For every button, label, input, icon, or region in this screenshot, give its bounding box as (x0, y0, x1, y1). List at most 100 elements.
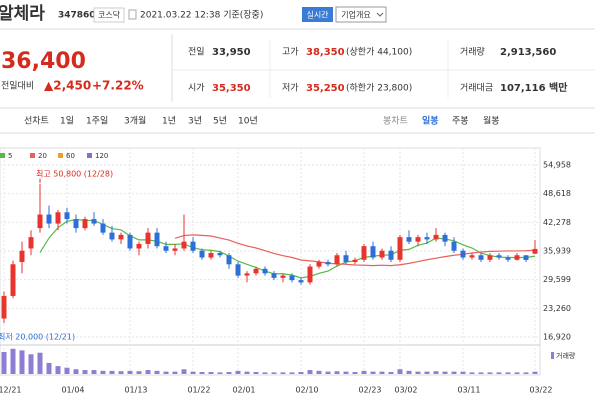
candle-body (307, 266, 313, 283)
volume-bar (136, 371, 142, 374)
x-tick-label: 01/13 (124, 386, 147, 395)
candle-body (316, 262, 322, 267)
chart-frame (0, 147, 541, 376)
volume-bar (442, 371, 448, 374)
volume-label: 거래량 (556, 351, 576, 360)
x-tick-label: 03/02 (394, 386, 417, 395)
candle-body (325, 262, 331, 265)
volume-bar (154, 370, 160, 374)
tab[interactable]: 5년 (213, 116, 227, 127)
volume-bar (244, 371, 250, 374)
market-badge (93, 7, 125, 23)
quote-note: (하한가 23,800) (346, 83, 412, 94)
candle-body (424, 237, 430, 240)
x-tick-label: 01/22 (187, 386, 210, 395)
candle-body (487, 255, 493, 260)
volume-bar (397, 369, 403, 374)
candle-body (100, 223, 106, 233)
tab[interactable]: 1주일 (86, 116, 108, 127)
realtime-button[interactable] (302, 7, 333, 22)
realtime-label[interactable]: 실시간 (306, 10, 329, 20)
quote-value: 33,950 (212, 47, 251, 58)
volume-bar (109, 370, 115, 374)
volume-bar (217, 372, 223, 374)
company-button[interactable] (335, 6, 387, 23)
x-tick-label: 02/10 (295, 386, 318, 395)
volume-bar (505, 372, 511, 374)
candle-body (244, 273, 250, 276)
volume-bar (523, 372, 529, 374)
volume-swatch (551, 352, 554, 359)
tab[interactable]: 월봉 (483, 115, 500, 127)
change-label: 전일대비 (1, 81, 34, 92)
quote-label: 시가 (188, 83, 205, 94)
clock-icon (128, 9, 137, 20)
tab[interactable]: 3년 (188, 116, 202, 127)
candle-body (145, 232, 151, 244)
volume-bar (532, 371, 538, 374)
legend-label: 120 (95, 152, 108, 160)
volume-bar (307, 370, 313, 374)
candle-body (163, 246, 169, 251)
volume-bar (487, 372, 493, 374)
candle-body (334, 255, 340, 265)
price: 36,400 (1, 49, 86, 74)
quote-label: 거래대금 (460, 83, 493, 94)
volume-bar (424, 371, 430, 374)
annotation: 최저 20,000 (12/21) (0, 332, 75, 342)
tab[interactable]: 10년 (238, 116, 258, 127)
quote-value: 2,913,560 (500, 47, 556, 58)
volume-bar (415, 371, 421, 374)
volume-bar (478, 372, 484, 374)
volume-bar (235, 370, 241, 374)
x-tick-label: 12/21 (0, 386, 22, 395)
volume-bar (514, 372, 520, 374)
volume-bar (343, 371, 349, 374)
volume-bar (262, 372, 268, 374)
volume-bar (469, 372, 475, 374)
market: 코스닥 (98, 10, 121, 20)
quote-value: 35,250 (306, 83, 345, 94)
volume-bar (370, 371, 376, 374)
volume-bar (145, 370, 151, 374)
volume-bar (460, 371, 466, 374)
tab[interactable]: 1일 (60, 116, 74, 127)
tab: 봉차트 (383, 115, 408, 127)
volume-bar (379, 371, 385, 374)
volume-bar (352, 372, 358, 374)
candle-body (109, 232, 115, 240)
company-label[interactable]: 기업개요 (341, 10, 370, 20)
candle-body (262, 268, 268, 274)
volume-bar (127, 370, 133, 374)
candle-body (190, 241, 196, 251)
stock-name: 알체라 (0, 4, 45, 24)
annotation: 최고 50,800 (12/28) (36, 168, 113, 178)
candle-body (460, 250, 466, 258)
tab[interactable]: 1년 (162, 116, 176, 127)
candle-body (226, 255, 232, 265)
candle-body (442, 234, 448, 242)
candle-body (154, 232, 160, 247)
candle-body (415, 237, 421, 242)
candle-body (298, 280, 304, 283)
candle-body (199, 250, 205, 258)
stock-code: 347860 (58, 11, 96, 21)
tab[interactable]: 주봉 (452, 116, 469, 127)
candle-body (361, 246, 367, 260)
candle-body (19, 250, 25, 263)
volume-bar (496, 372, 502, 374)
tab[interactable]: 3개월 (124, 115, 146, 127)
legend-swatch (0, 153, 5, 158)
y-tick-label: 29,599 (543, 275, 571, 284)
candle-body (280, 275, 286, 278)
candle-body (271, 273, 277, 278)
candle-body (235, 264, 241, 276)
ma-line (174, 234, 536, 267)
candle-body (136, 243, 142, 249)
volume-bar (271, 372, 277, 374)
tab[interactable]: 일봉 (422, 115, 439, 127)
candle-body (46, 214, 52, 224)
candle-body (370, 246, 376, 258)
candle-body (217, 252, 223, 256)
volume-bar (82, 370, 88, 374)
